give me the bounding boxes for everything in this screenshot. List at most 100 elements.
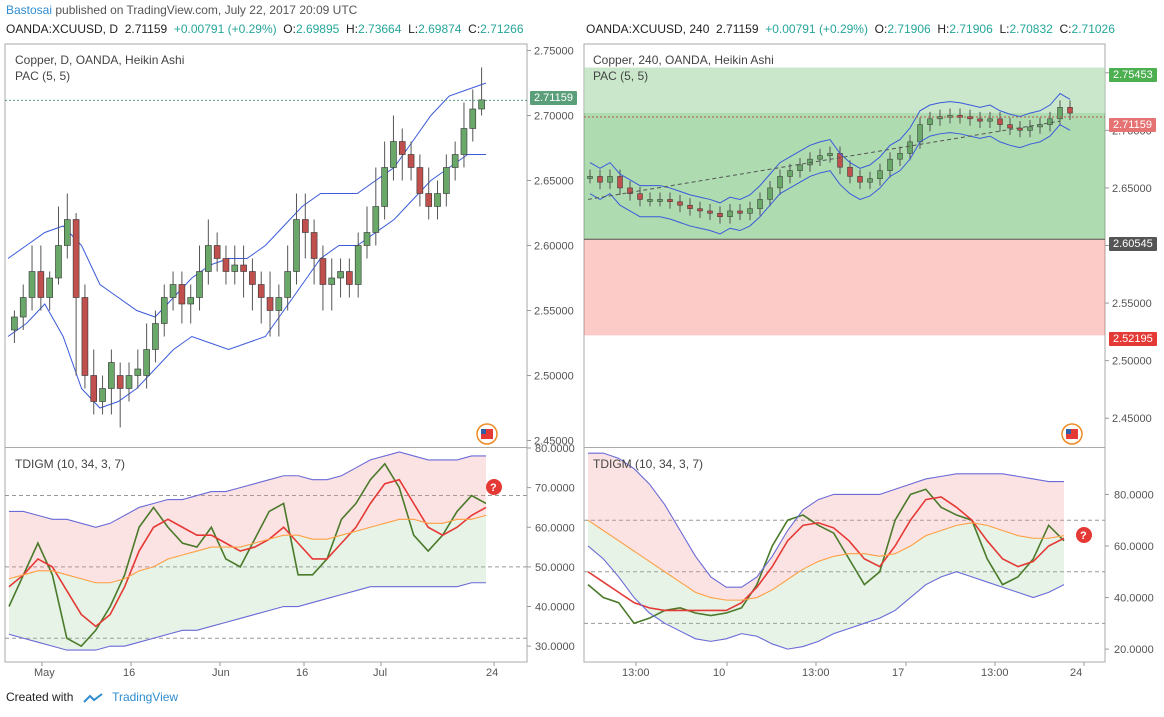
- candle: [469, 108, 477, 129]
- panel-frame: [4, 43, 528, 663]
- candle: [222, 258, 230, 272]
- alert-circle: [486, 479, 502, 495]
- left-price-tick: 2.50000: [534, 371, 574, 383]
- right-price-tick: 2.50000: [1112, 356, 1152, 368]
- left-tdi-tick: 30.0000: [535, 641, 575, 653]
- candle: [617, 176, 623, 189]
- alert-mark: ?: [1080, 530, 1087, 542]
- left-price-tick: 2.65000: [534, 176, 574, 188]
- candle: [757, 199, 763, 209]
- candle: [257, 284, 265, 298]
- left-change: +0.00791 (+0.29%): [173, 22, 277, 36]
- right-tdi-series-line: [587, 519, 1065, 601]
- right-x-tick: 13:00: [981, 667, 1009, 679]
- candle: [1007, 124, 1013, 129]
- candle: [337, 271, 344, 279]
- left-ohlc: OANDA:XCUUSD, D 2.71159 +0.00791 (+0.29%…: [6, 22, 524, 36]
- candle: [977, 118, 983, 122]
- candle: [677, 201, 683, 206]
- tradingview-link[interactable]: TradingView: [112, 690, 179, 704]
- right-chart-title: Copper, 240, OANDA, Heikin Ashi: [593, 53, 774, 67]
- created-with-label: Created with: [6, 690, 74, 704]
- left-tdi-tick: 80.0000: [535, 443, 575, 455]
- candle: [328, 277, 336, 285]
- candle: [647, 199, 653, 202]
- candle: [877, 170, 883, 179]
- candle: [697, 208, 703, 212]
- flag-body: [481, 429, 493, 439]
- left-flag-icon: [476, 423, 498, 445]
- candle: [205, 245, 212, 272]
- candle: [266, 297, 274, 311]
- candle: [28, 271, 36, 298]
- tradingview-logo-icon: [83, 693, 103, 703]
- candle: [443, 167, 450, 194]
- left-tdi-series-line: [8, 462, 487, 648]
- candle: [827, 153, 833, 156]
- right-tdi-tick: 60.0000: [1114, 541, 1154, 553]
- candle: [108, 362, 115, 389]
- candle: [196, 271, 203, 298]
- pac-lower-line: [589, 123, 1071, 235]
- candle: [687, 204, 693, 209]
- candle: [587, 176, 593, 179]
- left-x-tick: 16: [123, 667, 135, 679]
- right-zone-top-tag: 2.75453: [1109, 68, 1157, 82]
- candle: [707, 210, 713, 214]
- candle: [717, 213, 723, 217]
- candle: [637, 193, 643, 200]
- left-tdi-label: TDIGM (10, 34, 3, 7): [15, 457, 126, 471]
- right-tdi-tick: 80.0000: [1114, 489, 1154, 501]
- candle: [627, 187, 633, 194]
- author-link[interactable]: Bastosai: [6, 3, 53, 17]
- right-last: 2.71159: [716, 22, 759, 36]
- left-tdi-series-line: [8, 514, 487, 584]
- right-zone-mid-tag: 2.60545: [1109, 237, 1157, 251]
- candle: [416, 167, 424, 194]
- footer: Created with TradingView: [6, 690, 178, 704]
- pac-upper-line: [7, 82, 487, 318]
- left-price-tick: 2.55000: [534, 306, 574, 318]
- candle: [249, 271, 256, 285]
- candle: [907, 141, 913, 154]
- candle: [178, 284, 186, 305]
- left-tdi-tick: 40.0000: [535, 602, 575, 614]
- candle: [867, 178, 873, 183]
- right-price-tick: 2.55000: [1112, 298, 1152, 310]
- flag-canton: [1066, 429, 1071, 434]
- flag-canton: [481, 429, 486, 434]
- right-x-tick: 24: [1070, 667, 1082, 679]
- publish-line: Bastosai published on TradingView.com, J…: [6, 3, 357, 17]
- left-symbol: OANDA:XCUUSD, D: [6, 22, 119, 36]
- right-x-tick: 13:00: [802, 667, 830, 679]
- left-tdi-tick: 60.0000: [535, 522, 575, 534]
- candle: [187, 297, 195, 305]
- candle: [407, 154, 415, 168]
- candle: [55, 245, 62, 279]
- candle: [657, 199, 663, 202]
- candle: [607, 176, 613, 183]
- candle: [434, 193, 441, 207]
- candle: [169, 284, 177, 298]
- candle: [478, 99, 485, 110]
- left-tdi-series-line: [8, 582, 486, 651]
- left-tdi-lower-fill: [9, 515, 486, 651]
- candle: [152, 323, 159, 350]
- candle: [125, 375, 133, 389]
- candle: [90, 375, 98, 402]
- candle: [857, 176, 863, 183]
- left-price-tag: 2.71159: [530, 91, 577, 105]
- candle: [787, 170, 793, 177]
- candle: [451, 154, 459, 168]
- left-x-tick: Jul: [373, 667, 387, 679]
- right-x-tick: 17: [892, 667, 904, 679]
- candle: [460, 128, 468, 155]
- candle: [72, 219, 80, 298]
- candle: [354, 245, 362, 285]
- candle: [747, 208, 753, 214]
- candle: [917, 124, 923, 143]
- right-ohlc: OANDA:XCUUSD, 240 2.71159 +0.00791 (+0.2…: [586, 22, 1115, 36]
- right-tdi-series-line: [587, 545, 1065, 650]
- left-price-tick: 2.70000: [534, 111, 574, 123]
